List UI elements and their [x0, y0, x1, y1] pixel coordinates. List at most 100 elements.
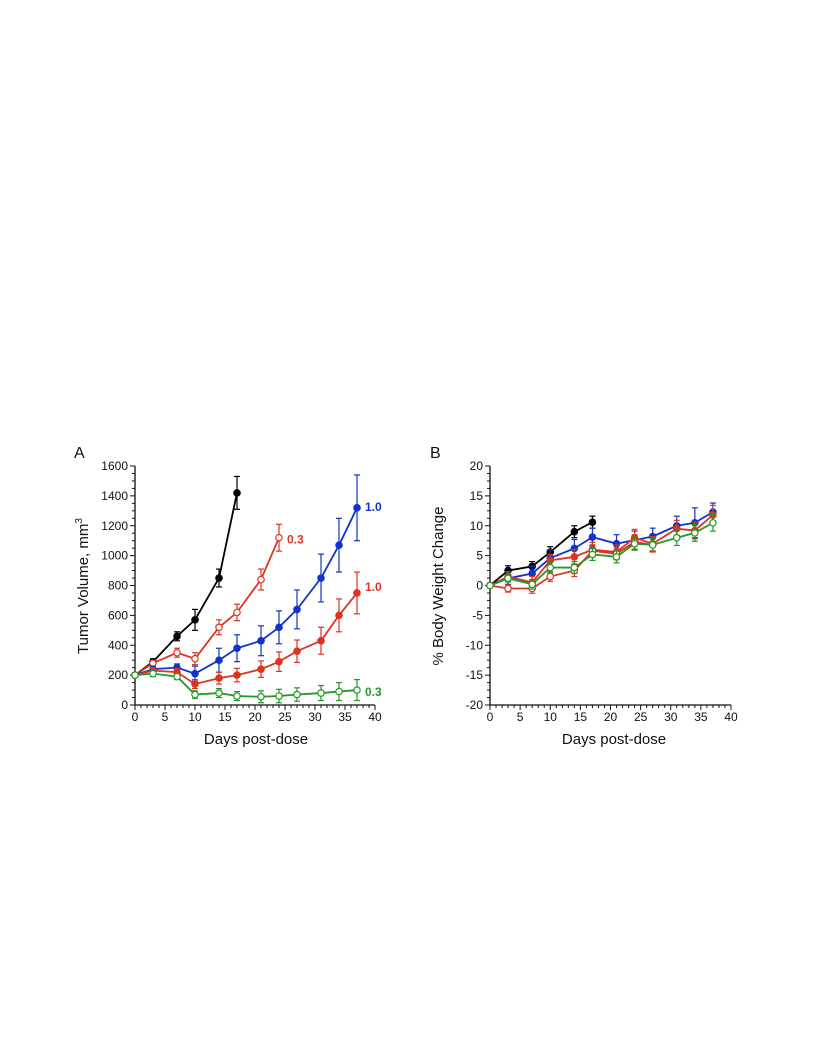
- panel-a-data-point: [215, 656, 223, 664]
- panel-b-x-tick-label: 25: [634, 710, 648, 724]
- panel-b-data-point: [486, 581, 494, 590]
- panel-b-y-tick-label: -15: [466, 668, 484, 682]
- panel-b-data-point: [570, 553, 579, 561]
- panel-a-data-point: [317, 574, 325, 582]
- panel-b-y-axis-label: % Body Weight Change: [430, 507, 447, 666]
- panel-a-x-tick-label: 20: [248, 710, 262, 724]
- panel-b-y-tick-label: -20: [466, 698, 484, 712]
- panel-b-x-tick-label: 30: [664, 710, 678, 724]
- panel-a-data-point: [293, 647, 301, 656]
- panel-a-data-point: [191, 669, 199, 678]
- panel-a-data-point: [353, 504, 361, 512]
- panel-a-data-point: [275, 623, 283, 632]
- panel-a-y-axis-label-text: Tumor Volume, mm: [75, 524, 92, 654]
- panel-a-data-point: [233, 644, 241, 653]
- panel-a-x-tick-label: 0: [132, 710, 139, 724]
- panel-b-x-tick-label: 0: [487, 710, 494, 724]
- panel-b-x-tick-label: 10: [544, 710, 558, 724]
- panel-b-data-point: [528, 580, 536, 589]
- panel-b-data-point: [528, 569, 536, 578]
- panel-a-series-line: [134, 507, 358, 676]
- panel-a-x-axis-label: Days post-dose: [204, 731, 308, 748]
- panel-a-data-point: [131, 671, 139, 679]
- panel-a-data-point: [215, 574, 223, 582]
- panel-b-data-point: [630, 539, 639, 548]
- panel-b-y-tick-label: 20: [470, 459, 484, 473]
- panel-a-data-point: [233, 671, 241, 679]
- panel-b-series-line: [489, 511, 714, 587]
- panel-a-data-point: [335, 541, 343, 549]
- panel-b-data-point: [588, 533, 597, 541]
- panel-a-series-line: [134, 592, 358, 686]
- panel-a-data-point: [353, 589, 361, 597]
- panel-a-x-tick-label: 40: [368, 710, 382, 724]
- panel-b-data-point: [672, 533, 681, 542]
- panel-b-data-point: [504, 574, 512, 583]
- panel-b-data-point: [570, 527, 579, 536]
- panel-a-data-point: [173, 648, 181, 657]
- panel-b-y-tick-label: 10: [470, 519, 484, 533]
- panel-a-data-point: [257, 636, 265, 645]
- panel-a-x-tick-label: 30: [308, 710, 322, 724]
- panel-b-x-axis-label: Days post-dose: [562, 731, 666, 748]
- panel-a-data-point: [215, 623, 223, 632]
- panel-a-data-point: [275, 692, 283, 700]
- panel-a-data-point: [191, 690, 199, 699]
- panel-b-x-tick-label: 5: [517, 710, 524, 724]
- panel-a-y-axis-label-superscript: 3: [74, 518, 85, 524]
- panel-a-series-2: 0.3: [131, 523, 304, 679]
- panel-a-data-point: [275, 657, 283, 666]
- panel-a-data-point: [293, 605, 301, 614]
- panel-a-x-tick-label: 15: [218, 710, 232, 724]
- panel-b-data-point: [504, 584, 512, 593]
- panel-b-y-tick-label: -5: [472, 608, 483, 622]
- panel-a-y-tick-label: 1200: [101, 519, 128, 533]
- panel-a-y-tick-label: 1600: [101, 459, 128, 473]
- panel-a-x-tick-label: 25: [278, 710, 292, 724]
- panel-b-data-point: [691, 529, 699, 537]
- panel-a-data-point: [149, 669, 157, 678]
- panel-a-y-tick-label: 1400: [101, 489, 128, 503]
- panel-a-data-point: [191, 680, 199, 688]
- panel-a-data-point: [173, 632, 181, 641]
- panel-a-data-point: [233, 489, 241, 497]
- panel-a-series-5: 0.3: [131, 669, 382, 704]
- panel-a-series-label: 1.0: [365, 500, 382, 514]
- panel-a-data-point: [191, 654, 199, 663]
- panel-b-series-1: [486, 515, 597, 590]
- panel-a-series-3: 1.0: [131, 474, 382, 682]
- panel-b-label: B: [430, 445, 441, 462]
- panel-a-y-tick-label: 200: [108, 668, 128, 682]
- panel-a-y-axis-label: Tumor Volume, mm3: [74, 518, 92, 654]
- panel-b-data-point: [588, 518, 597, 526]
- panel-a-plot-area: 0 5 10 15 20 25 30 35 40020040060080010001200140…: [101, 459, 382, 724]
- panel-b-y-tick-label: -10: [466, 638, 484, 652]
- panel-b-x-tick-label: 35: [694, 710, 708, 724]
- panel-a-y-tick-label: 800: [108, 579, 128, 593]
- panel-a-label: A: [74, 445, 85, 462]
- panel-b-plot-area: 0 5 10 15 20 25 30 35 40 -20 -15 -10 -5 0 5 10 15 20: [466, 459, 738, 724]
- panel-b-y-tick-label: 5: [476, 549, 483, 563]
- panel-a-data-point: [233, 608, 241, 617]
- panel-a-series-4: 1.0: [131, 571, 382, 690]
- panel-a-data-point: [233, 692, 241, 700]
- panel-a-series-label: 0.3: [287, 533, 304, 547]
- panel-b-data-point: [648, 541, 657, 549]
- panel-a-y-tick-label: 600: [108, 608, 128, 622]
- panel-a-series-line: [134, 537, 280, 676]
- panel-b-data-point: [612, 553, 621, 561]
- panel-a-data-point: [335, 687, 343, 696]
- panel-b-y-tick-label: 0: [476, 579, 483, 593]
- panel-a-data-point: [257, 692, 265, 701]
- panel-a-data-point: [335, 611, 343, 620]
- panel-a-data-point: [173, 672, 181, 681]
- panel-a-series-1: [131, 475, 241, 679]
- panel-a: A Tumor Volume, mm3 Days post-dose 0 5 10 1…: [74, 445, 382, 748]
- panel-a-y-tick-label: 400: [108, 638, 128, 652]
- panel-b-series-5: [486, 513, 717, 590]
- panel-a-x-tick-label: 5: [162, 710, 169, 724]
- panel-b-data-point: [709, 518, 717, 527]
- panel-a-data-point: [257, 665, 265, 673]
- panel-a-data-point: [317, 689, 325, 697]
- panel-a-data-point: [215, 689, 223, 697]
